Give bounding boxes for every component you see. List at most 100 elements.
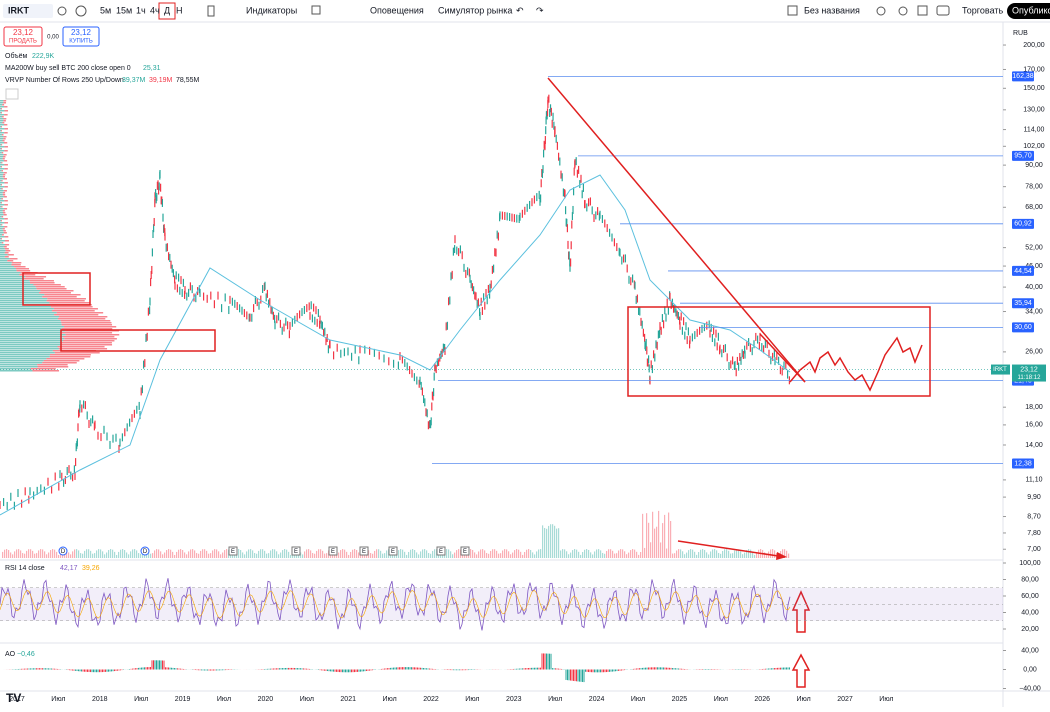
volume-profile-bar — [0, 116, 2, 118]
volume-bar — [276, 551, 277, 558]
event-label[interactable]: E — [463, 549, 467, 555]
vrvp-label: VRVP Number Of Rows 250 Up/Down — [5, 77, 124, 84]
volume-profile-bar — [0, 360, 44, 362]
event-label[interactable]: D — [61, 549, 66, 555]
ao-bar — [662, 667, 663, 669]
ao-bar — [209, 670, 210, 671]
symbol[interactable]: IRKT — [8, 5, 29, 15]
undo[interactable]: ↶ — [516, 5, 524, 15]
event-label[interactable]: E — [391, 549, 395, 555]
ao-bar — [47, 668, 48, 669]
interval-button[interactable]: 15м — [116, 5, 132, 15]
sell-price[interactable]: 23,12 — [13, 28, 34, 37]
ao-bar — [168, 668, 169, 670]
volume-profile-bar — [0, 252, 5, 254]
volume-profile-bar — [54, 308, 98, 310]
interval-button[interactable]: 1ч — [136, 5, 146, 15]
volume-bar — [550, 524, 551, 558]
ao-bar — [77, 670, 78, 672]
ao-bar — [599, 670, 600, 673]
volume-profile-bar — [0, 230, 3, 232]
trade-button[interactable]: Торговать — [962, 5, 1004, 15]
interval-button[interactable]: 4ч — [150, 5, 160, 15]
volume-bar — [376, 549, 377, 558]
volume-bar — [702, 549, 703, 558]
ao-bar — [197, 670, 198, 671]
volume-profile-bar — [0, 202, 1, 204]
volume-profile-bar — [0, 296, 42, 298]
volume-bar — [456, 550, 457, 558]
volume-profile-bar — [8, 254, 14, 256]
indicators-button[interactable]: Индикаторы — [246, 5, 297, 15]
volume-profile-bar — [0, 240, 5, 242]
volume-profile-bar — [0, 238, 1, 240]
volume-bar — [620, 549, 621, 558]
event-label[interactable]: E — [362, 549, 366, 555]
volume-bar — [248, 549, 249, 558]
interval-button[interactable]: Н — [176, 5, 183, 15]
volume-bar — [320, 549, 321, 558]
ao-bar — [204, 670, 205, 671]
event-label[interactable]: E — [331, 549, 335, 555]
event-label[interactable]: E — [294, 549, 298, 555]
ao-bar — [621, 670, 622, 671]
volume-bar — [494, 549, 495, 558]
ao-bar — [360, 670, 361, 672]
ao-bar — [771, 668, 772, 669]
volume-profile-bar — [61, 322, 111, 324]
event-label[interactable]: E — [439, 549, 443, 555]
ao-bar — [461, 670, 462, 671]
volume-profile-bar — [4, 136, 7, 138]
publish-button[interactable]: Опубликовать — [1012, 5, 1050, 15]
volume-bar — [566, 551, 567, 558]
ao-bar — [669, 668, 670, 670]
volume-bar — [688, 550, 689, 558]
volume-bar — [198, 554, 199, 558]
ao-bar — [117, 670, 118, 671]
volume-profile-bar — [0, 194, 3, 196]
ao-bar — [53, 669, 54, 670]
volume-bar — [666, 549, 667, 558]
redo[interactable]: ↷ — [536, 5, 544, 15]
interval-button[interactable]: 5м — [100, 5, 111, 15]
ao-bar — [152, 660, 153, 669]
ao-bar — [90, 670, 91, 673]
volume-profile-bar — [3, 176, 5, 178]
volume-profile-bar — [0, 278, 24, 280]
volume-bar — [634, 550, 635, 558]
volume-bar — [348, 555, 349, 558]
ao-bar — [41, 668, 42, 669]
ao-bar — [609, 670, 610, 672]
event-label[interactable]: E — [231, 549, 235, 555]
ao-bar — [164, 661, 165, 670]
ao-bar — [198, 670, 199, 671]
volume-bar — [290, 555, 291, 558]
ao-bar — [549, 654, 550, 670]
volume-profile-bar — [0, 242, 2, 244]
volume-bar — [490, 551, 491, 558]
ao-bar — [381, 669, 382, 670]
ao-bar — [659, 667, 660, 669]
interval-button[interactable]: Д — [164, 5, 170, 15]
buy-label[interactable]: КУПИТЬ — [69, 39, 93, 45]
ao-bar — [351, 670, 352, 673]
volume-profile-bar — [0, 316, 59, 318]
ao-bar — [110, 670, 111, 672]
sell-label[interactable]: ПРОДАТЬ — [9, 39, 37, 45]
time-label: Июл — [382, 696, 396, 703]
event-label[interactable]: D — [143, 549, 148, 555]
volume-bar — [250, 549, 251, 558]
replay-button[interactable]: Симулятор рынка — [438, 5, 512, 15]
buy-price[interactable]: 23,12 — [71, 28, 92, 37]
layout-name[interactable]: Без названия — [804, 5, 860, 15]
rsi-tick-label: 20,00 — [1021, 626, 1039, 633]
ao-bar — [285, 668, 286, 670]
volume-bar — [54, 550, 55, 558]
ao-bar — [554, 668, 555, 669]
volume-profile-bar — [0, 138, 3, 140]
price-tick-label: 130,00 — [1023, 107, 1045, 114]
alerts-button[interactable]: Оповещения — [370, 5, 424, 15]
ao-bar — [141, 668, 142, 670]
volume-bar — [40, 549, 41, 558]
